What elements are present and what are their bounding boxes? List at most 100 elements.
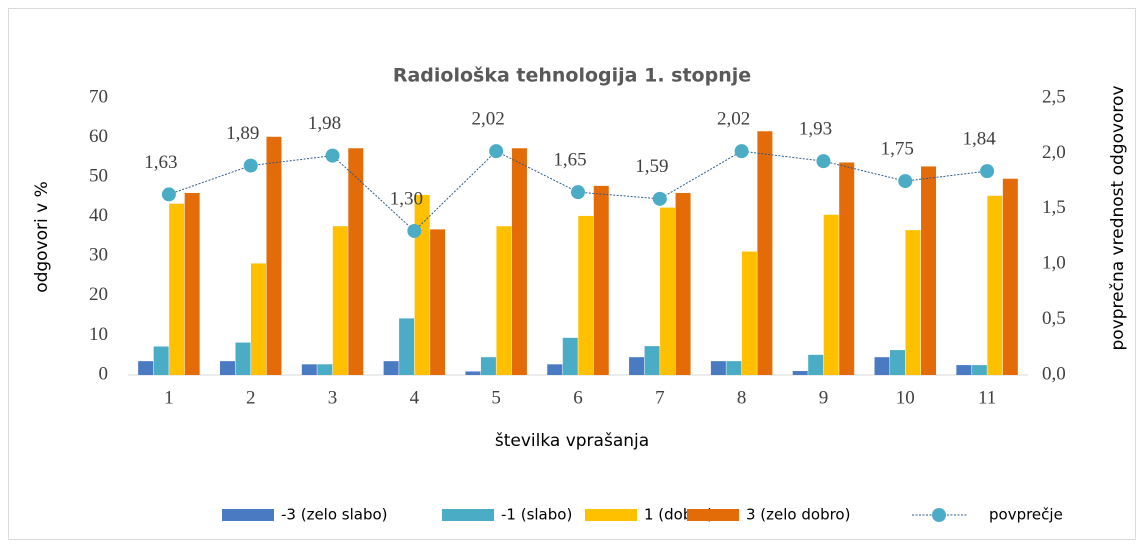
data-label: 1,30: [390, 188, 423, 209]
bar: [235, 342, 251, 375]
bar: [741, 251, 757, 375]
bar: [138, 361, 154, 375]
x-tick-label: 10: [896, 387, 915, 408]
y-tick-label: 10: [89, 324, 108, 345]
data-label: 1,59: [635, 156, 668, 177]
y-tick-label: 20: [89, 284, 108, 305]
x-tick-label: 7: [655, 387, 665, 408]
bar: [301, 364, 317, 375]
legend-label: povprečje: [989, 506, 1063, 524]
data-label: 1,63: [144, 152, 177, 173]
average-marker: [734, 144, 749, 159]
bar: [726, 361, 742, 375]
bar: [317, 364, 333, 375]
average-marker: [243, 158, 258, 173]
bar: [644, 346, 660, 375]
x-tick-label: 1: [164, 387, 174, 408]
x-tick-label: 6: [573, 387, 583, 408]
bar: [629, 357, 645, 375]
y2-tick-label: 1,5: [1042, 197, 1066, 218]
average-marker: [325, 148, 340, 163]
y2-axis-title: povprečna vrednost odgovorov: [1108, 85, 1128, 350]
average-marker: [407, 223, 422, 238]
bar: [496, 226, 512, 375]
data-label: 1,89: [226, 123, 259, 144]
legend-marker: [932, 508, 946, 522]
legend-swatch: [687, 509, 739, 521]
data-label: 1,65: [553, 150, 586, 171]
legend-swatch: [442, 509, 494, 521]
x-tick-label: 9: [819, 387, 829, 408]
bar: [808, 354, 824, 375]
bar: [757, 131, 773, 375]
y2-tick-label: 0,0: [1042, 363, 1066, 384]
bar: [921, 166, 937, 375]
bar: [332, 226, 348, 375]
x-tick-label: 4: [410, 387, 420, 408]
bar: [414, 194, 430, 375]
average-marker: [898, 174, 913, 189]
x-tick-label: 3: [328, 387, 338, 408]
y-tick-label: 30: [89, 245, 108, 266]
bar: [971, 365, 987, 375]
x-tick-label: 11: [978, 387, 996, 408]
bar: [1002, 178, 1018, 375]
bar: [169, 203, 185, 375]
legend-swatch: [585, 509, 637, 521]
y2-tick-label: 2,5: [1042, 86, 1066, 107]
bar: [399, 318, 415, 375]
data-label: 2,02: [472, 109, 505, 130]
legend-label: -3 (zelo slabo): [281, 506, 388, 524]
y-tick-label: 50: [89, 166, 108, 187]
bar: [905, 230, 921, 375]
average-line: [168, 150, 988, 232]
x-tick-label: 8: [737, 387, 747, 408]
bar: [660, 207, 676, 375]
bar: [593, 185, 609, 375]
bar: [511, 148, 527, 375]
bar: [956, 365, 972, 375]
bar: [578, 215, 594, 375]
y-axis-title: odgovori v %: [32, 181, 52, 293]
average-marker: [980, 164, 995, 179]
y2-tick-label: 2,0: [1042, 142, 1066, 163]
data-label: 1,98: [308, 113, 341, 134]
bar: [562, 337, 578, 375]
y-tick-label: 70: [89, 86, 108, 107]
bar: [348, 148, 364, 375]
bar: [266, 136, 282, 375]
data-label: 1,93: [799, 119, 832, 140]
bar: [675, 192, 691, 375]
data-label: 1,84: [962, 128, 996, 149]
legend-label: 3 (zelo dobro): [746, 506, 850, 524]
y2-tick-label: 1,0: [1042, 253, 1066, 274]
bar: [823, 214, 839, 375]
y-tick-label: 60: [89, 126, 108, 147]
bar: [480, 357, 496, 375]
average-marker: [489, 144, 504, 159]
y2-tick-label: 0,5: [1042, 308, 1066, 329]
bar: [890, 350, 906, 375]
bar: [250, 263, 266, 375]
bar: [547, 364, 563, 375]
data-label: 2,02: [717, 109, 750, 130]
average-marker: [652, 191, 667, 206]
data-label: 1,75: [881, 138, 914, 159]
bar: [710, 361, 726, 375]
x-axis-title: številka vprašanja: [495, 431, 649, 451]
y-tick-label: 0: [99, 363, 109, 384]
bar: [792, 371, 808, 375]
average-marker: [816, 154, 831, 169]
bar: [184, 192, 200, 375]
bar: [430, 229, 446, 375]
bar: [874, 357, 890, 375]
bar: [987, 195, 1003, 375]
bar: [839, 162, 855, 375]
legend-label: -1 (slabo): [501, 506, 572, 524]
bar: [153, 346, 169, 375]
bar: [219, 361, 235, 375]
x-tick-label: 2: [246, 387, 256, 408]
average-marker: [161, 187, 176, 202]
y-tick-label: 40: [89, 205, 108, 226]
